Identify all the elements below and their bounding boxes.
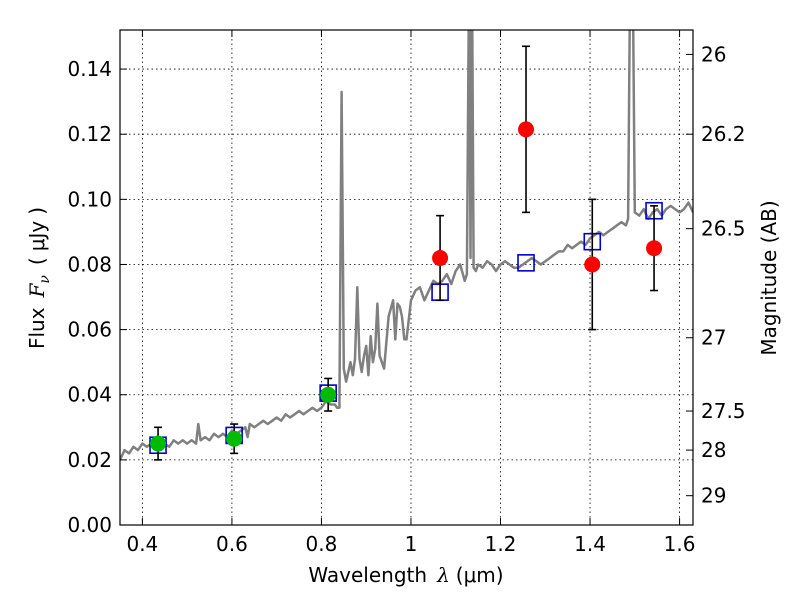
y-tick-label: 0.08	[67, 252, 112, 276]
x-tick-label: 0.6	[216, 532, 248, 556]
y2-tick-label: 29	[701, 484, 726, 508]
model-square-marker	[517, 254, 535, 272]
y-tick-label: 0.12	[67, 122, 112, 146]
observed-point-marker	[320, 386, 337, 403]
y2-tick-label: 26.5	[701, 217, 746, 241]
y2-tick-label: 28	[701, 438, 726, 462]
y2-tick-label: 26.2	[701, 122, 746, 146]
grid-lines	[120, 30, 693, 525]
y-tick-label: 0.02	[67, 448, 112, 472]
axis-ticks	[120, 30, 693, 526]
observed-point-marker	[226, 430, 243, 447]
observed-point-marker	[518, 121, 535, 138]
x-tick-label: 1.4	[574, 532, 606, 556]
axis-tick-labels: 0.4 0.6 0.8 1 1.2 1.4 1.6 0.00 0.02 0.04 0.06 0.08 0…	[67, 42, 745, 556]
x-tick-label: 1.2	[485, 532, 517, 556]
observed-point-marker	[646, 240, 663, 257]
x-tick-label: 1.6	[664, 532, 696, 556]
x-tick-label: 0.8	[306, 532, 338, 556]
x-tick-label: 1	[405, 532, 418, 556]
y2-tick-label: 27.5	[701, 399, 746, 423]
x-axis-label: Wavelength λ (μm)	[308, 563, 503, 587]
y-tick-label: 0.00	[67, 513, 112, 537]
x-tick-label: 0.4	[126, 532, 158, 556]
plot-frame	[119, 29, 694, 526]
observed-point-marker	[150, 435, 167, 452]
y2-tick-label: 27	[701, 326, 726, 350]
y-tick-label: 0.04	[67, 383, 112, 407]
y-tick-label: 0.10	[67, 187, 112, 211]
y-tick-label: 0.06	[67, 318, 112, 342]
plot-background	[120, 30, 693, 525]
y2-axis-label: Magnitude (AB)	[757, 200, 781, 355]
y-axis-label: FluxFν(μJy)	[25, 207, 53, 349]
y2-tick-label: 26	[701, 42, 726, 66]
data-points-layer	[149, 45, 663, 461]
y-tick-label: 0.14	[67, 57, 112, 81]
observed-point-marker	[432, 249, 449, 266]
observed-point-marker	[584, 256, 601, 273]
